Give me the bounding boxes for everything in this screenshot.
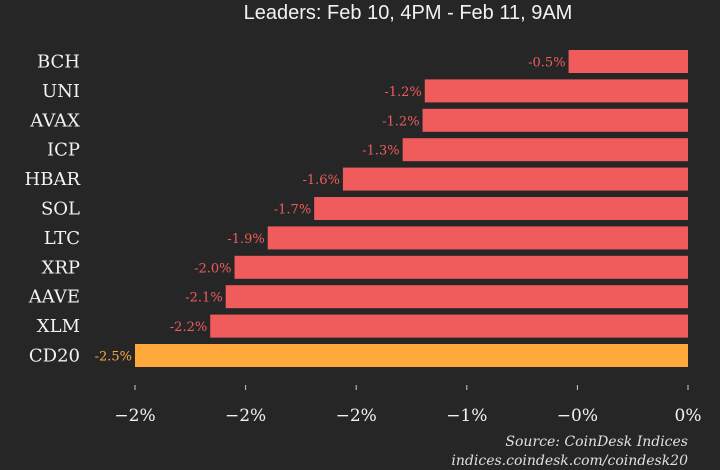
category-label-xlm: XLM [37, 316, 80, 337]
bar-sol [314, 197, 688, 220]
category-label-avax: AVAX [29, 110, 80, 131]
x-tick-label: 0% [675, 406, 702, 426]
data-label-bch: -0.5% [528, 56, 565, 71]
x-tick-label: −1% [446, 406, 487, 426]
category-label-icp: ICP [47, 140, 80, 161]
source-url[interactable]: indices.coindesk.com/coindesk20 [451, 453, 688, 469]
data-label-ltc: -1.9% [227, 232, 264, 247]
data-label-aave: -2.1% [185, 291, 222, 306]
bar-aave [225, 285, 688, 309]
bar-avax [422, 108, 688, 132]
chart-subtitle: Leaders: Feb 10, 4PM - Feb 11, 9AM [243, 2, 573, 24]
category-label-aave: AAVE [28, 287, 80, 308]
x-tick-label: −2% [114, 406, 155, 426]
category-label-bch: BCH [37, 52, 80, 73]
category-label-ltc: LTC [44, 228, 80, 249]
data-label-icp: -1.3% [362, 144, 399, 159]
data-label-xlm: -2.2% [170, 320, 207, 335]
data-label-hbar: -1.6% [303, 173, 340, 188]
category-label-sol: SOL [41, 199, 80, 220]
bar-xlm [210, 314, 688, 338]
bar-cd20 [135, 344, 688, 367]
data-label-avax: -1.2% [382, 114, 419, 129]
data-label-uni: -1.2% [384, 85, 421, 100]
bar-hbar [342, 167, 688, 191]
bar-ltc [267, 226, 688, 250]
bar-uni [424, 79, 688, 103]
x-tick-label: −2% [225, 406, 266, 426]
bar-icp [402, 138, 688, 162]
category-label-hbar: HBAR [25, 169, 81, 190]
data-label-xrp: -2.0% [194, 261, 231, 276]
data-label-sol: -1.7% [274, 203, 311, 218]
x-tick-label: −2% [336, 406, 377, 426]
category-label-xrp: XRP [42, 257, 80, 278]
category-label-cd20: CD20 [29, 346, 80, 367]
bar-xrp [234, 255, 689, 279]
x-tick-label: −0% [557, 406, 598, 426]
category-label-uni: UNI [42, 81, 80, 102]
bar-bch [568, 50, 688, 73]
source-note: Source: CoinDesk Indices [505, 434, 688, 450]
data-label-cd20: -2.5% [95, 350, 132, 365]
